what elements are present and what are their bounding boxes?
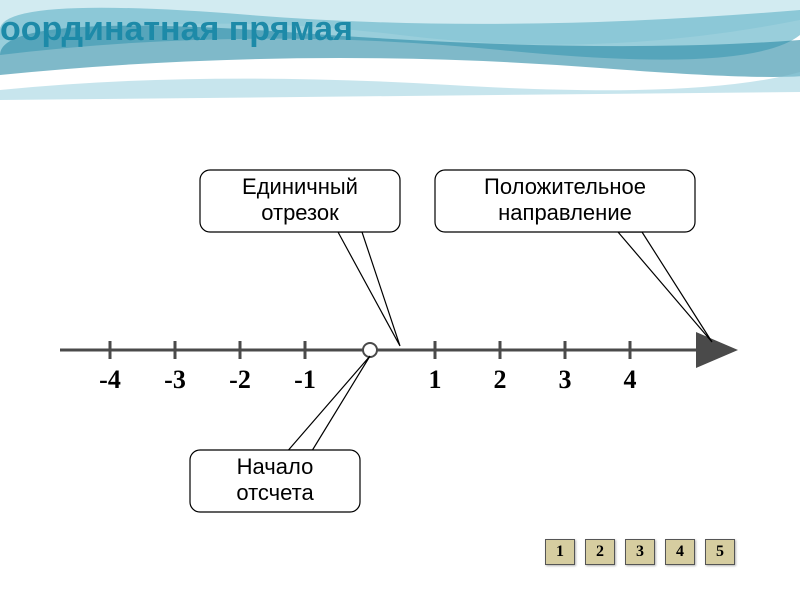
tick-label: -4 <box>99 365 121 394</box>
tick-label: -3 <box>164 365 186 394</box>
tick-label: 2 <box>494 365 507 394</box>
page-title: оординатная прямая <box>0 10 353 49</box>
tick-label: 1 <box>429 365 442 394</box>
tick-label: -2 <box>229 365 251 394</box>
nav-button-2[interactable]: 2 <box>585 539 615 565</box>
nav-button-5[interactable]: 5 <box>705 539 735 565</box>
callout-positive-direction-text1: Положительное <box>484 174 646 199</box>
tick-label: 4 <box>624 365 637 394</box>
tick-label: 3 <box>559 365 572 394</box>
callout-unit-segment-pointer <box>338 232 400 346</box>
callout-origin-text1: Начало <box>237 454 314 479</box>
nav-button-row: 1 2 3 4 5 <box>545 539 735 565</box>
nav-button-1[interactable]: 1 <box>545 539 575 565</box>
callout-positive-direction-text2: направление <box>498 200 632 225</box>
nav-button-4[interactable]: 4 <box>665 539 695 565</box>
callout-positive-direction-pointer <box>618 232 712 342</box>
tick-label: -1 <box>294 365 316 394</box>
origin-point <box>363 343 377 357</box>
number-line-diagram: -4 -3 -2 -1 1 2 3 4 Единичныйотрезок Положительно… <box>60 130 740 560</box>
nav-button-3[interactable]: 3 <box>625 539 655 565</box>
callout-unit-segment-text1: Единичный <box>242 174 358 199</box>
callout-unit-segment-text2: отрезок <box>261 200 339 225</box>
callout-origin-text2: отсчета <box>236 480 314 505</box>
